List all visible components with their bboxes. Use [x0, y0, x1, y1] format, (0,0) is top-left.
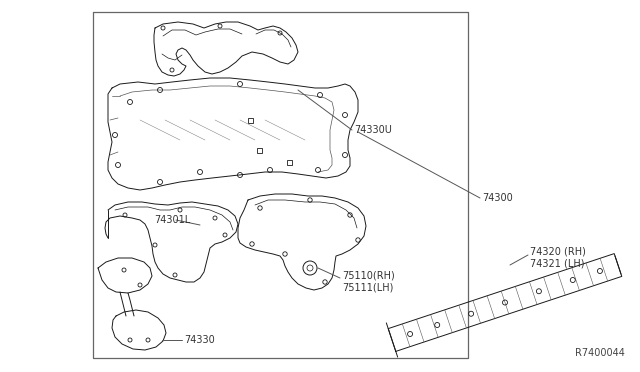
- Bar: [287, 160, 292, 164]
- Bar: [248, 118, 253, 122]
- Text: 74320 (RH): 74320 (RH): [530, 247, 586, 257]
- Bar: [257, 148, 262, 153]
- Text: 74321 (LH): 74321 (LH): [530, 259, 584, 269]
- Text: 75111(LH): 75111(LH): [342, 282, 394, 292]
- Text: 74330: 74330: [184, 335, 215, 345]
- Text: R7400044: R7400044: [575, 348, 625, 358]
- Text: 74301L: 74301L: [154, 215, 190, 225]
- Text: 75110(RH): 75110(RH): [342, 270, 395, 280]
- Text: 74300: 74300: [482, 193, 513, 203]
- Text: 74330U: 74330U: [354, 125, 392, 135]
